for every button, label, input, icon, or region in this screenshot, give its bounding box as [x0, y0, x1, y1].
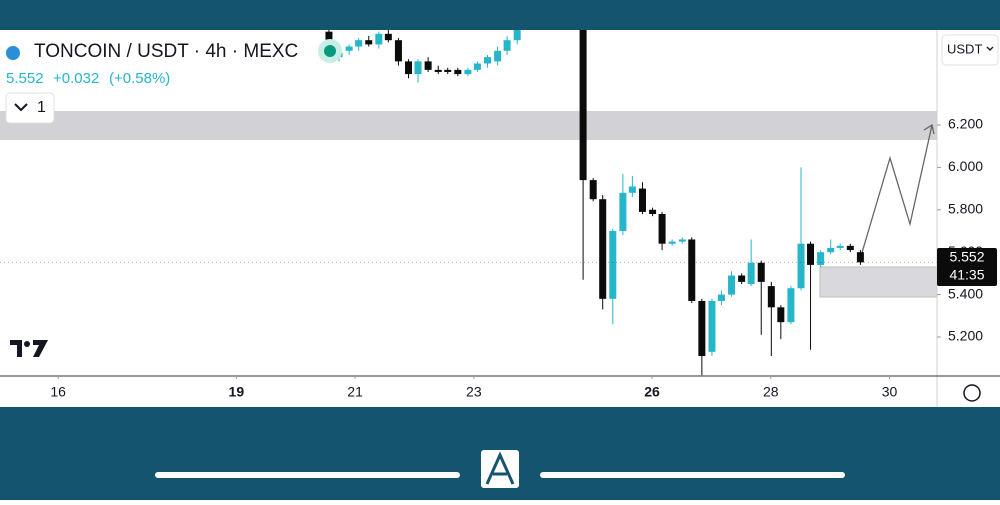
resistance-zone [0, 111, 937, 140]
candle-body [856, 252, 864, 263]
indicator-toggle[interactable] [5, 92, 55, 124]
candle-body [365, 40, 373, 45]
candle-body [688, 239, 696, 301]
candle-body [454, 69, 462, 75]
candle-body [836, 245, 844, 248]
quote-price: 5.552 [6, 70, 44, 87]
candle-body [503, 40, 511, 51]
candle-body [589, 180, 597, 200]
candle-body [444, 69, 452, 72]
candle-body [619, 192, 627, 231]
indicator-count[interactable]: 1 [37, 99, 46, 116]
quote-change-pct: (+0.58%) [109, 70, 170, 87]
x-tick-label: 23 [466, 384, 482, 400]
brand-logo-mark [485, 451, 515, 485]
x-tick-label: 21 [347, 384, 363, 400]
y-tick-label: 6.200 [948, 116, 983, 132]
chart-title: TONCOIN / USDT · 4h · MEXC [34, 41, 298, 62]
candle-body [807, 243, 815, 265]
y-tick-label: 5.400 [948, 285, 983, 301]
candle-body [609, 230, 617, 299]
candle-body [747, 262, 755, 284]
candle-body [728, 275, 736, 295]
candle-body [579, 30, 587, 181]
support-box [819, 266, 937, 298]
candle-body [757, 262, 765, 282]
countdown: 41:35 [949, 267, 984, 283]
candle-body [797, 243, 805, 289]
candle-body [345, 46, 353, 51]
tv-logo [10, 340, 48, 357]
candle-body [484, 57, 492, 64]
candle-body [658, 214, 666, 244]
candle-body [787, 288, 795, 323]
y-tick-label: 5.200 [948, 328, 983, 344]
candle-body [494, 50, 502, 62]
coin-icon [6, 46, 20, 60]
candle-body [599, 199, 607, 299]
projection-arrowhead [923, 123, 935, 135]
candle-body [767, 286, 775, 308]
candle-body [355, 40, 363, 47]
toggle-caret [14, 103, 28, 112]
divider-left [155, 472, 460, 478]
candle-body [434, 69, 442, 72]
currency[interactable]: USDT [947, 41, 982, 56]
candle-body [846, 245, 854, 251]
x-tick-label: 19 [229, 384, 245, 400]
last-price-box [937, 248, 997, 286]
x-tick-label: 28 [763, 384, 779, 400]
candle-body [414, 61, 422, 75]
candle-body [678, 239, 686, 242]
x-tick-label: 16 [50, 384, 66, 400]
candle-body [394, 40, 402, 62]
currency-button[interactable] [941, 34, 999, 66]
top-band [0, 0, 1000, 30]
plot-area [0, 30, 937, 376]
y-tick-label: 5.800 [948, 200, 983, 216]
candle-body [738, 275, 746, 282]
candle-body [717, 294, 725, 301]
candle-body [649, 209, 657, 215]
last-price-label: 5.552 [949, 249, 984, 265]
candle-body [777, 307, 785, 323]
candle-body [464, 69, 472, 75]
candle-body [405, 61, 413, 75]
candle-body [708, 300, 716, 352]
currency-caret [986, 46, 994, 51]
settings-icon[interactable] [963, 384, 981, 402]
x-tick-label: 30 [882, 384, 898, 400]
candle-body [375, 33, 383, 45]
quote-change: +0.032 [53, 70, 99, 87]
candle-body [668, 241, 676, 244]
candle-body [424, 61, 432, 70]
candle-body [817, 252, 825, 265]
status-dot [324, 45, 336, 57]
candle-body [384, 33, 392, 41]
candle-body [513, 30, 521, 41]
candle-body [827, 247, 835, 253]
candle-body [473, 63, 481, 70]
candle-body [638, 188, 646, 212]
x-tick-label: 26 [644, 384, 660, 400]
candle-body [628, 186, 636, 193]
y-tick-label: 6.000 [948, 158, 983, 174]
candle-body [698, 300, 706, 357]
projection-path [860, 124, 933, 257]
divider-right [540, 472, 845, 478]
